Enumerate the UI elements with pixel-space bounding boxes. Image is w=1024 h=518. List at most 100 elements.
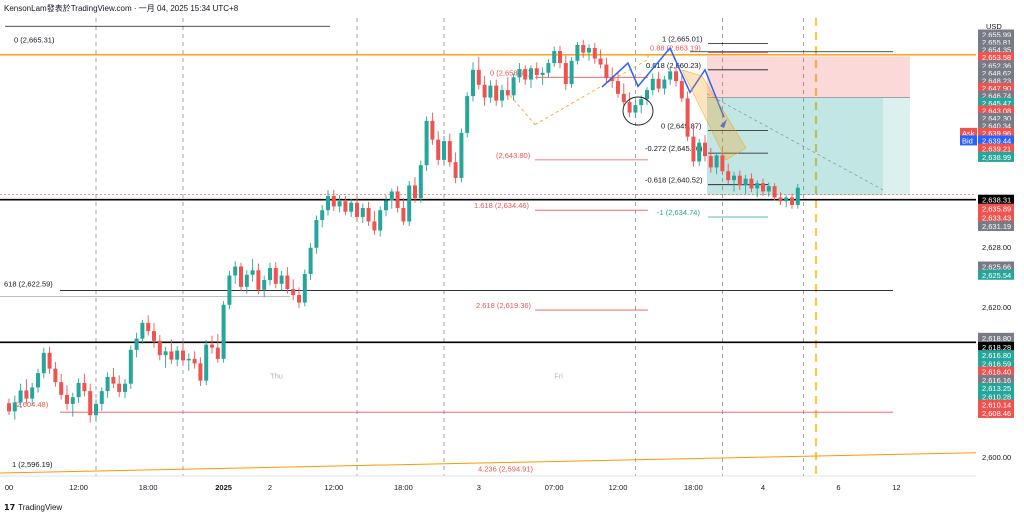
- header-separator: ·: [133, 4, 139, 13]
- ask-tag: Ask: [962, 129, 975, 138]
- candle-body: [732, 175, 736, 181]
- fib-level-label: 0 (2,658.91): [490, 68, 531, 77]
- price-label-bg: [978, 29, 1014, 40]
- price-label-bg: [978, 90, 1014, 101]
- candle-body: [308, 247, 313, 275]
- day-label: Fri: [554, 371, 563, 380]
- plot-background: [0, 18, 976, 476]
- candle-body: [256, 270, 261, 290]
- candle-body: [755, 183, 760, 189]
- chart-header: KensonLam發表於TradingView.com · 一月 04, 202…: [4, 3, 238, 15]
- candle-body: [204, 344, 209, 381]
- candle-body: [111, 376, 116, 384]
- fib-level-label: 4.236 (2,594.91): [478, 465, 534, 474]
- candle-body: [36, 373, 40, 388]
- drawings-layer: [509, 46, 747, 161]
- candle-body: [418, 165, 423, 199]
- price-label: 2,635.89: [982, 205, 1011, 214]
- fib-connector-dashed: [509, 95, 536, 125]
- candle-body: [250, 270, 255, 275]
- axis-tick-label: 2,600.00: [982, 453, 1011, 462]
- candle-body: [285, 275, 290, 290]
- candle-body: [389, 191, 394, 201]
- candle-body: [662, 79, 667, 89]
- time-tick-label: 12:00: [69, 483, 88, 492]
- candle-body: [331, 195, 336, 207]
- candle-body: [581, 45, 586, 53]
- candle-body: [604, 64, 609, 79]
- candle-body: [749, 178, 754, 189]
- fib-level-label: -0.618 (2,640.52): [645, 176, 703, 185]
- candle-body: [563, 63, 568, 85]
- candle-body: [430, 120, 435, 140]
- candle-body: [442, 141, 446, 160]
- price-label: 2,639.44: [982, 136, 1011, 145]
- candle-body: [465, 96, 470, 133]
- candle-body: [511, 77, 516, 96]
- price-label: 2,616.59: [982, 359, 1011, 368]
- candle-body: [720, 155, 725, 172]
- price-label: 2,610.14: [982, 401, 1011, 410]
- price-label: 2,640.34: [982, 121, 1011, 130]
- fib-connector-dashed: [534, 51, 649, 125]
- price-label: 2,638.31: [982, 196, 1011, 205]
- fib-level-label: 0.618 (2,660.23): [646, 61, 702, 70]
- candle-body: [12, 402, 17, 412]
- price-label-bg: [978, 112, 1014, 123]
- fib-level-label: 1 (2,665.01): [662, 35, 703, 44]
- price-label: 2,639.21: [982, 145, 1011, 154]
- price-label: 2,642.30: [982, 114, 1011, 123]
- candle-body: [650, 78, 655, 91]
- footer-brand[interactable]: 17 TradingView: [4, 500, 62, 514]
- price-label: 2,616.16: [982, 376, 1011, 385]
- candle-body: [627, 102, 632, 113]
- candle-body: [297, 295, 301, 303]
- time-axis[interactable]: 00 12:00 18:00 2025 2 12:00 18:00 3 07:00 12:00 18…: [0, 475, 976, 492]
- price-label: 2,647.90: [982, 84, 1011, 93]
- price-axis[interactable]: USD 2,628.00 2,620.00 2,600.00 2,655.992,655…: [960, 0, 1024, 500]
- axis-tick-label: 2,620.00: [982, 303, 1011, 312]
- price-label-bg: [978, 105, 1014, 116]
- candle-body: [476, 69, 481, 85]
- candle-body: [221, 304, 226, 359]
- price-label: 2,646.74: [982, 91, 1011, 100]
- candle-body: [355, 202, 359, 217]
- price-label-bg: [978, 407, 1014, 418]
- candle-body: [453, 162, 458, 178]
- candle-body: [105, 376, 110, 392]
- price-label: 2,654.35: [982, 46, 1011, 55]
- candle-body: [215, 347, 220, 359]
- blue-arrow-head: [720, 119, 727, 128]
- price-label: 2,608.46: [982, 409, 1011, 418]
- candle-body: [413, 185, 417, 199]
- candle-body: [639, 99, 644, 106]
- candle-body: [737, 175, 742, 186]
- candle-body: [134, 338, 139, 350]
- candle-body: [123, 383, 127, 392]
- candle-body: [192, 358, 197, 364]
- price-label-bg: [978, 332, 1014, 343]
- candle-body: [47, 352, 52, 369]
- price-label: 2,648.23: [982, 76, 1011, 85]
- candle-body: [708, 156, 713, 168]
- candle-body: [18, 390, 23, 403]
- candle-body: [714, 155, 719, 168]
- candle-body: [558, 51, 562, 64]
- candle-body: [674, 71, 678, 82]
- take-profit-zone-filled: [707, 97, 883, 196]
- stop-loss-zone: [707, 56, 910, 98]
- fibonacci-levels: 0 (2,665.31) 618 (2,622.59) (2,604.48) 1 (2…: [4, 35, 768, 474]
- price-label-bg: [978, 75, 1014, 86]
- candle-body: [30, 387, 35, 399]
- time-tick-label: 00: [5, 483, 13, 492]
- candle-body: [761, 183, 765, 192]
- fib-level-label: 0.88 (2,663.19): [650, 44, 701, 53]
- candle-body: [552, 51, 557, 64]
- candle-body: [766, 186, 771, 192]
- price-label: 2,639.96: [982, 129, 1011, 138]
- candle-body: [268, 268, 272, 281]
- candle-body: [778, 197, 783, 202]
- price-label-bg: [978, 82, 1014, 93]
- price-label: 2,616.80: [982, 351, 1011, 360]
